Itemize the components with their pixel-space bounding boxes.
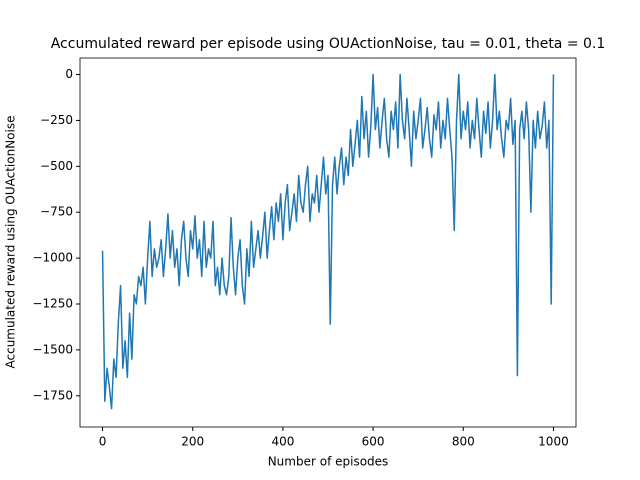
x-tick-label: 600 (362, 435, 385, 449)
x-tick-label: 400 (271, 435, 294, 449)
line-series (101, 73, 555, 410)
y-tick-label: −1250 (32, 297, 73, 311)
x-tick-label: 0 (99, 435, 107, 449)
chart-title: Accumulated reward per episode using OUA… (51, 36, 606, 52)
y-tick-label: −1750 (32, 388, 73, 402)
x-tick-label: 1000 (538, 435, 569, 449)
y-axis-label: Accumulated reward using OUActionNoise (4, 115, 18, 368)
axes-frame (79, 57, 577, 428)
y-tick-label: −250 (40, 113, 73, 127)
y-tick-label: −750 (40, 205, 73, 219)
x-tick-label: 800 (452, 435, 475, 449)
y-tick-label: −1500 (32, 342, 73, 356)
y-tick-label: 0 (65, 67, 73, 81)
y-tick-label: −1000 (32, 251, 73, 265)
x-axis-label: Number of episodes (268, 455, 389, 469)
x-tick-label: 200 (181, 435, 204, 449)
y-tick-label: −500 (40, 159, 73, 173)
